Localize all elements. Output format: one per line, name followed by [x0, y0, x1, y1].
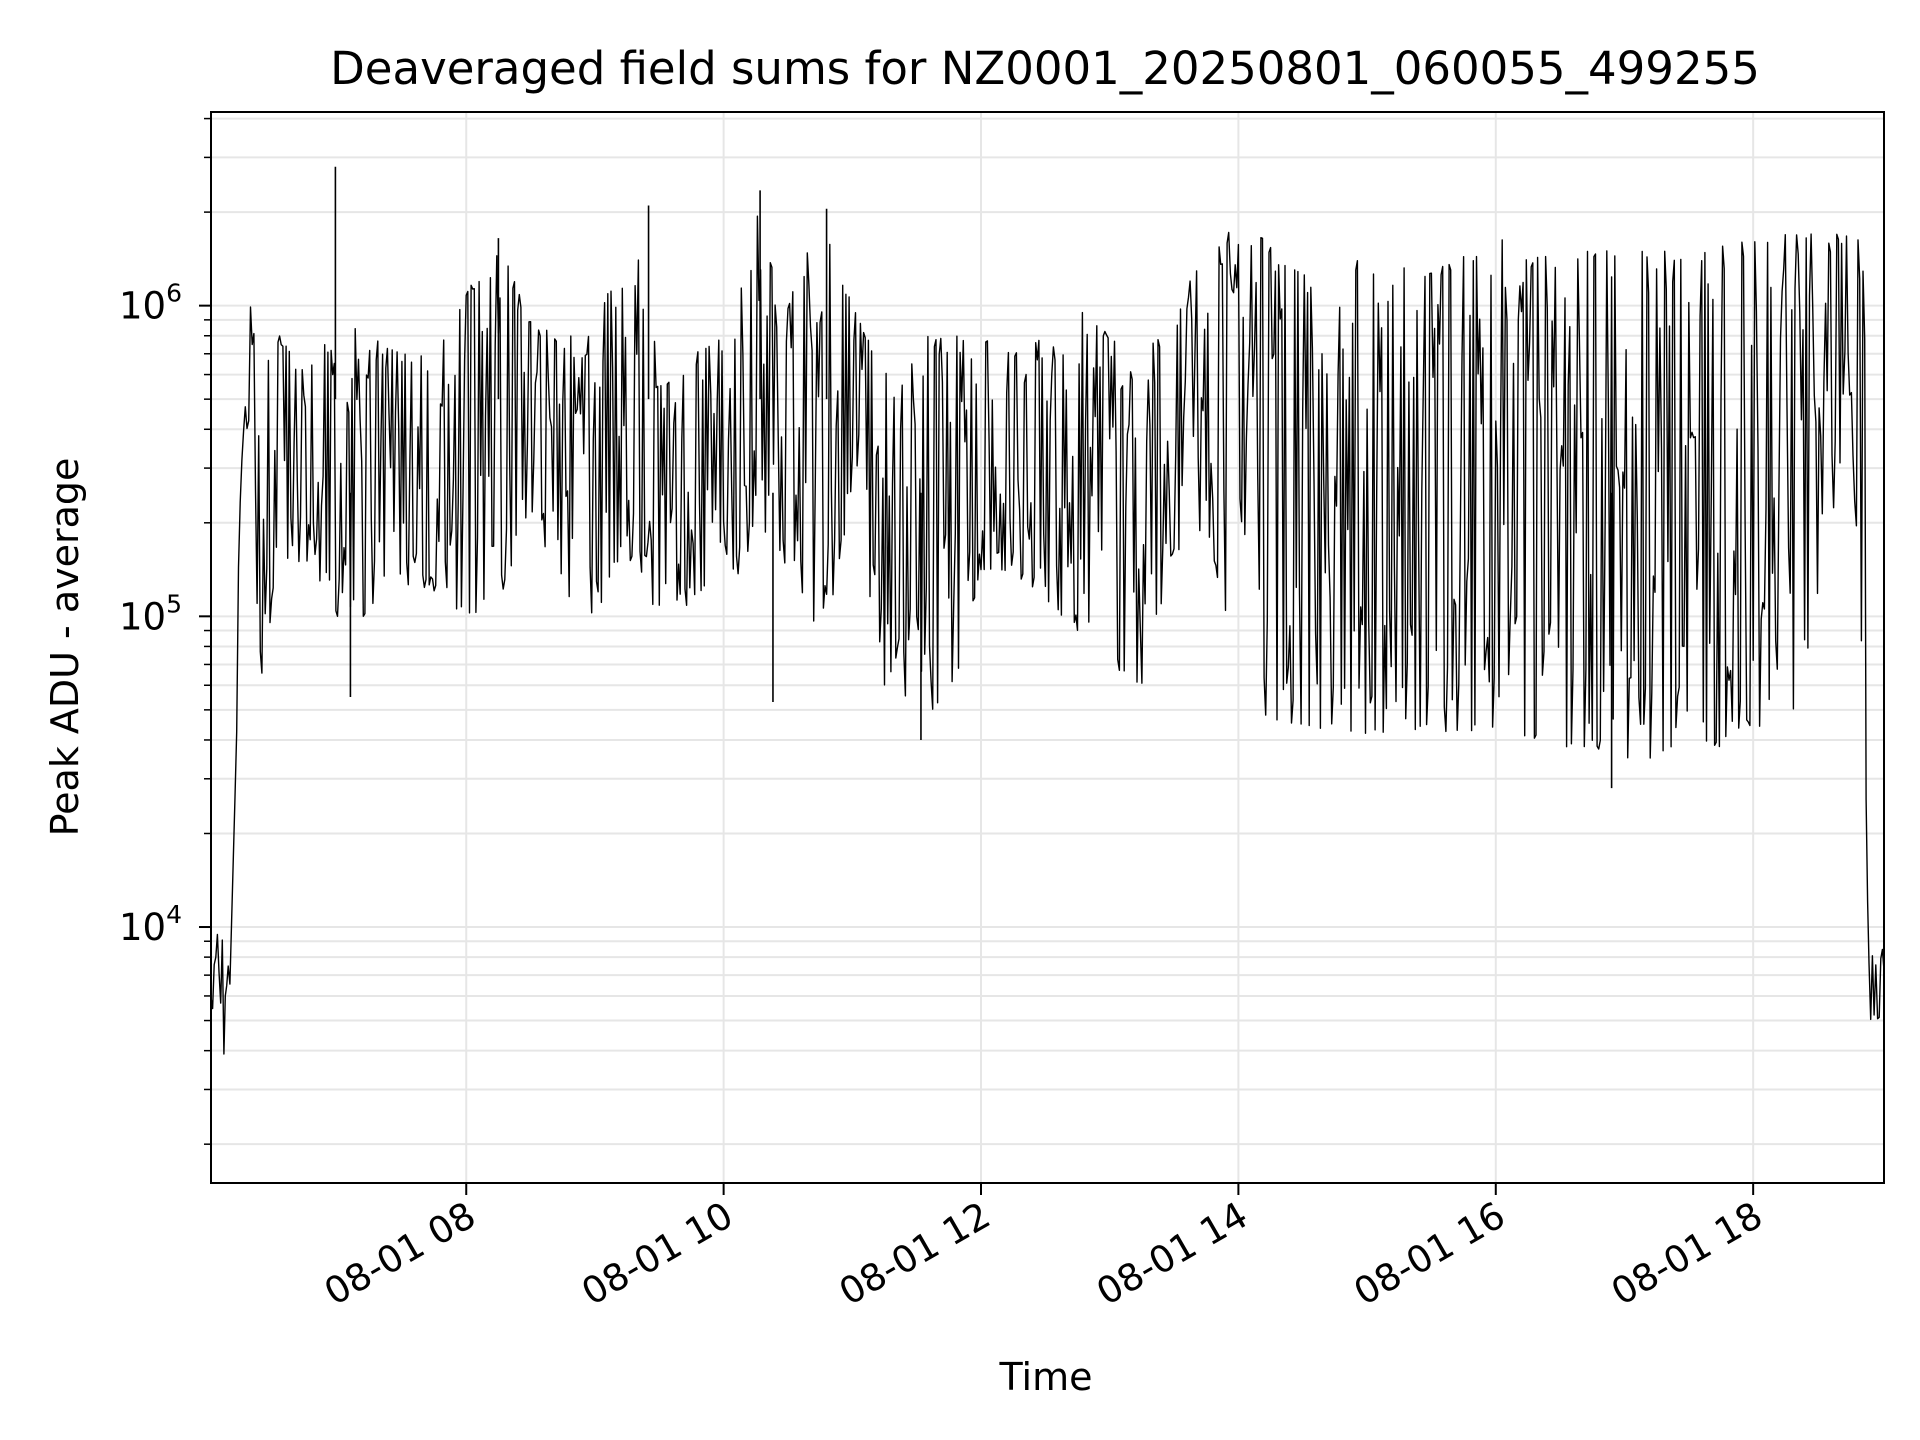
chart-title: Deaveraged field sums for NZ0001_2025080… — [330, 42, 1760, 95]
y-tick-label: 106 — [119, 279, 182, 328]
x-axis-label: Time — [999, 1355, 1093, 1399]
axes-frame — [210, 111, 1885, 1184]
y-axis-label: Peak ADU - average — [43, 458, 87, 837]
y-tick-label: 105 — [119, 589, 182, 638]
y-tick-label: 104 — [119, 900, 182, 949]
plot-area — [210, 166, 1885, 1055]
grid — [211, 112, 1884, 1183]
series-line — [210, 215, 1885, 1055]
